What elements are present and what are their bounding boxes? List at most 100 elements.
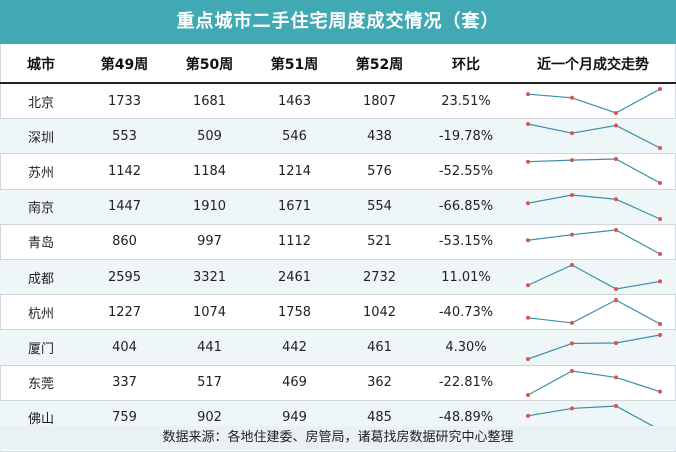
- cell-w52: 362: [337, 365, 422, 401]
- cell-w51: 442: [252, 329, 337, 366]
- sparkline-point: [614, 227, 618, 232]
- cell-w50: 1910: [167, 189, 252, 225]
- sparkline-point: [658, 87, 662, 92]
- sparkline-point: [570, 232, 574, 237]
- cell-w50: 441: [167, 329, 252, 366]
- sparkline-line: [527, 369, 661, 396]
- sparkline-point: [526, 316, 530, 321]
- sparkline-line: [527, 123, 661, 149]
- cell-w50: 1184: [167, 153, 252, 190]
- sparkline-line: [527, 264, 661, 290]
- sparkline-point: [614, 111, 618, 116]
- sparkline: [526, 157, 662, 186]
- table-row: 成都 2595 3321 2461 2732 11.01%: [0, 259, 676, 296]
- table-row: 北京 1733 1681 1463 1807 23.51%: [0, 83, 676, 120]
- cell-w52: 1042: [337, 294, 422, 331]
- sparkline: [526, 87, 662, 116]
- table-row: 青岛 860 997 1112 521 -53.15%: [0, 224, 676, 260]
- sparkline-point: [526, 238, 530, 243]
- sparkline-point: [658, 333, 662, 338]
- sparkline-point: [614, 298, 618, 303]
- cell-w52: 521: [337, 224, 422, 260]
- cell-w49: 553: [82, 118, 167, 155]
- header-week-49: 第49周: [82, 46, 167, 84]
- cell-w51: 546: [252, 118, 337, 155]
- sparkline-point: [570, 321, 574, 326]
- cell-trend: [510, 329, 676, 366]
- cell-w51: 1214: [252, 153, 337, 190]
- cell-w51: 1758: [252, 294, 337, 331]
- sparkline-point: [658, 216, 662, 221]
- sparkline-line: [527, 158, 661, 184]
- cell-ratio: -52.55%: [422, 153, 510, 190]
- sparkline: [526, 298, 662, 327]
- sparkline-point: [658, 279, 662, 284]
- cell-w51: 1671: [252, 189, 337, 225]
- cell-w51: 1112: [252, 224, 337, 260]
- sparkline-point: [526, 92, 530, 97]
- sparkline-point: [570, 131, 574, 136]
- page-title: 重点城市二手住宅周度成交情况（套）: [0, 0, 676, 44]
- sparkline: [526, 122, 662, 151]
- cell-trend: [510, 224, 676, 260]
- sparkline-point: [658, 146, 662, 151]
- cell-ratio: -22.81%: [422, 365, 510, 401]
- cell-city: 杭州: [0, 294, 82, 331]
- cell-w52: 554: [337, 189, 422, 225]
- sparkline-point: [614, 374, 618, 379]
- cell-city: 青岛: [0, 224, 82, 260]
- sparkline-point: [526, 122, 530, 127]
- cell-w50: 509: [167, 118, 252, 155]
- sparkline-point: [570, 263, 574, 268]
- sparkline-line: [527, 194, 661, 220]
- cell-w51: 2461: [252, 259, 337, 296]
- sparkline-point: [526, 357, 530, 362]
- header-trend: 近一个月成交走势: [510, 46, 676, 84]
- cell-city: 厦门: [0, 329, 82, 366]
- sparkline-point: [526, 200, 530, 205]
- sparkline-point: [614, 403, 618, 408]
- sparkline-point: [614, 123, 618, 128]
- cell-w52: 438: [337, 118, 422, 155]
- table-row: 深圳 553 509 546 438 -19.78%: [0, 118, 676, 155]
- cell-ratio: -40.73%: [422, 294, 510, 331]
- sparkline-point: [658, 322, 662, 327]
- header-city: 城市: [0, 46, 82, 84]
- sparkline-point: [614, 196, 618, 201]
- cell-city: 成都: [0, 259, 82, 296]
- table-row: 东莞 337 517 469 362 -22.81%: [0, 365, 676, 401]
- header-row: 城市 第49周 第50周 第51周 第52周 环比 近一个月成交走势: [0, 46, 676, 84]
- sparkline: [526, 333, 662, 362]
- cell-w51: 1463: [252, 83, 337, 120]
- cell-w49: 860: [82, 224, 167, 260]
- cell-w49: 1142: [82, 153, 167, 190]
- table-row: 厦门 404 441 442 461 4.30%: [0, 329, 676, 366]
- cell-ratio: 23.51%: [422, 83, 510, 120]
- sparkline-point: [658, 181, 662, 186]
- cell-w52: 2732: [337, 259, 422, 296]
- cell-trend: [510, 189, 676, 225]
- header-week-50: 第50周: [167, 46, 252, 84]
- cell-w51: 469: [252, 365, 337, 401]
- sparkline-point: [614, 341, 618, 346]
- sparkline-point: [526, 413, 530, 418]
- sparkline-line: [527, 299, 661, 325]
- cell-w52: 576: [337, 153, 422, 190]
- sparkline-line: [527, 229, 661, 255]
- cell-w50: 517: [167, 365, 252, 401]
- table-row: 南京 1447 1910 1671 554 -66.85%: [0, 189, 676, 225]
- cell-city: 东莞: [0, 365, 82, 401]
- cell-w50: 1681: [167, 83, 252, 120]
- cell-city: 苏州: [0, 153, 82, 190]
- cell-w52: 1807: [337, 83, 422, 120]
- cell-trend: [510, 83, 676, 120]
- sparkline-point: [614, 157, 618, 162]
- cell-w49: 1447: [82, 189, 167, 225]
- cell-w49: 1733: [82, 83, 167, 120]
- sparkline: [526, 263, 662, 292]
- sparkline-point: [570, 341, 574, 346]
- cell-ratio: 11.01%: [422, 259, 510, 296]
- sparkline-point: [526, 160, 530, 165]
- sparkline: [526, 192, 662, 221]
- cell-w49: 1227: [82, 294, 167, 331]
